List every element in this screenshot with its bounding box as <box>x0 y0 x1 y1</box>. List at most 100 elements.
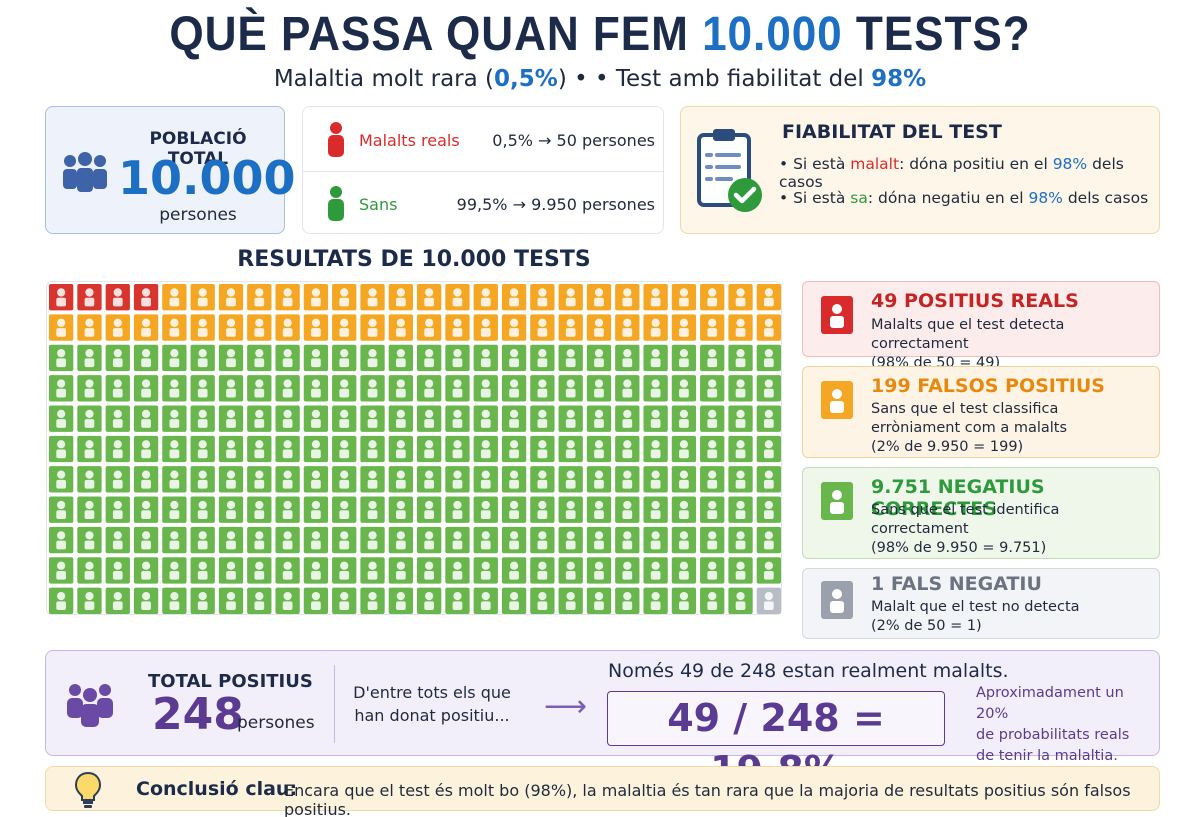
person-cell <box>530 587 555 614</box>
person-cell <box>275 435 300 463</box>
results-grid <box>46 281 782 615</box>
person-cell <box>388 344 413 372</box>
person-cell <box>700 526 725 554</box>
person-cell <box>332 405 357 432</box>
person-cell <box>417 314 442 341</box>
person-cell <box>162 466 187 493</box>
title-highlight: 10.000 <box>702 8 843 61</box>
people-group-icon <box>63 152 107 192</box>
person-cell <box>360 314 385 341</box>
person-cell <box>332 496 357 523</box>
sick-label: Malalts reals <box>359 131 460 150</box>
person-cell <box>473 557 498 584</box>
person-cell <box>77 466 102 493</box>
person-cell <box>700 435 725 463</box>
person-cell <box>643 557 668 584</box>
person-cell <box>615 587 640 614</box>
person-cell <box>558 466 583 493</box>
person-cell <box>162 496 187 523</box>
person-cell <box>728 587 753 614</box>
person-cell <box>190 344 215 372</box>
person-cell <box>530 435 555 463</box>
person-cell <box>643 435 668 463</box>
person-cell <box>501 466 527 493</box>
person-cell <box>530 526 555 554</box>
sick-row: Malalts reals 0,5% → 50 persones <box>303 107 663 171</box>
person-cell <box>700 557 725 584</box>
person-cell <box>303 284 329 311</box>
person-cell <box>417 587 442 614</box>
person-cell <box>218 314 244 341</box>
person-cell <box>360 435 385 463</box>
person-cell <box>247 435 272 463</box>
person-cell <box>445 496 470 523</box>
population-split-card: Malalts reals 0,5% → 50 persones Sans 99… <box>302 106 664 234</box>
person-cell <box>586 284 612 311</box>
person-icon <box>821 581 853 619</box>
person-cell <box>671 284 697 311</box>
person-cell <box>388 314 413 341</box>
person-cell <box>190 496 215 523</box>
person-cell <box>332 466 357 493</box>
person-cell <box>360 375 385 402</box>
person-cell <box>558 526 583 554</box>
person-cell <box>303 466 329 493</box>
grid-title: RESULTATS DE 10.000 TESTS <box>237 247 591 272</box>
lightbulb-icon <box>74 771 102 808</box>
person-cell <box>218 557 244 584</box>
arrow-right-icon: ⟶ <box>544 689 588 724</box>
person-cell <box>728 314 753 341</box>
person-cell <box>105 405 130 432</box>
person-cell <box>586 405 612 432</box>
results-grid-svg <box>49 284 781 614</box>
legend-desc: Sans que el test identifica correctament(… <box>871 502 1060 556</box>
population-label: POBLACIÓ TOTAL <box>149 129 247 169</box>
person-cell <box>530 344 555 372</box>
person-cell <box>133 587 159 614</box>
person-cell <box>558 405 583 432</box>
person-cell <box>247 344 272 372</box>
person-cell <box>728 405 753 432</box>
person-cell <box>643 466 668 493</box>
person-cell <box>105 496 130 523</box>
person-cell <box>445 314 470 341</box>
person-cell <box>530 466 555 493</box>
person-cell <box>501 435 527 463</box>
person-cell <box>615 435 640 463</box>
person-cell <box>332 587 357 614</box>
person-cell <box>671 557 697 584</box>
person-cell <box>417 284 442 311</box>
legend-title: 1 FALS NEGATIU <box>871 573 1042 595</box>
person-cell <box>417 344 442 372</box>
person-cell <box>501 314 527 341</box>
conclusion-bar: Conclusió clau: Encara que el test és mo… <box>45 766 1160 817</box>
legend-swatch-green <box>821 482 853 520</box>
person-cell <box>671 466 697 493</box>
legend-false-positives: 199 FALSOS POSITIUS Sans que el test cla… <box>802 366 1160 458</box>
healthy-row: Sans 99,5% → 9.950 persones <box>303 171 663 235</box>
person-cell <box>360 526 385 554</box>
person-cell <box>700 496 725 523</box>
healthy-person-icon <box>328 186 344 221</box>
person-cell <box>615 314 640 341</box>
person-cell <box>388 557 413 584</box>
person-cell <box>417 496 442 523</box>
person-cell <box>162 344 187 372</box>
person-cell <box>303 344 329 372</box>
person-cell <box>388 435 413 463</box>
person-cell <box>218 344 244 372</box>
reliability-title: FIABILITAT DEL TEST <box>782 121 1002 143</box>
person-cell <box>501 496 527 523</box>
person-cell <box>473 284 498 311</box>
healthy-value: 99,5% → 9.950 persones <box>456 195 655 214</box>
person-cell <box>558 435 583 463</box>
person-cell <box>105 375 130 402</box>
person-cell <box>190 375 215 402</box>
person-cell <box>218 435 244 463</box>
person-cell <box>133 466 159 493</box>
person-cell <box>332 314 357 341</box>
person-cell <box>558 375 583 402</box>
person-cell <box>558 557 583 584</box>
person-cell <box>586 587 612 614</box>
person-cell <box>247 557 272 584</box>
